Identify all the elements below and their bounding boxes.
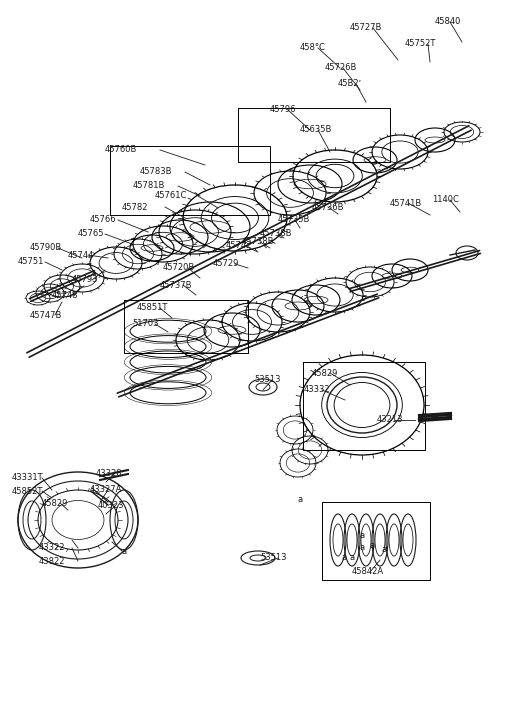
Text: 43332: 43332 bbox=[304, 385, 331, 395]
Text: 1140C: 1140C bbox=[432, 196, 459, 204]
Text: 45742: 45742 bbox=[226, 241, 252, 251]
Text: 458°C: 458°C bbox=[300, 44, 326, 52]
Text: 45851T: 45851T bbox=[137, 303, 168, 313]
Text: 45765: 45765 bbox=[78, 230, 105, 238]
Text: 45738B: 45738B bbox=[242, 238, 275, 246]
Text: a: a bbox=[370, 540, 375, 550]
Text: 45829: 45829 bbox=[42, 499, 68, 507]
Text: 40323: 40323 bbox=[98, 502, 124, 510]
Text: 45840: 45840 bbox=[435, 17, 461, 26]
Text: 45752T: 45752T bbox=[405, 39, 436, 49]
Text: 43327A: 43327A bbox=[90, 486, 122, 494]
Text: 45727B: 45727B bbox=[350, 23, 382, 33]
Text: 45842A: 45842A bbox=[352, 568, 384, 577]
Text: a: a bbox=[381, 545, 386, 555]
Text: 45726B: 45726B bbox=[325, 63, 357, 73]
Text: 53513: 53513 bbox=[254, 376, 280, 385]
Text: a: a bbox=[360, 531, 365, 539]
Text: 45737B: 45737B bbox=[160, 281, 193, 289]
Text: 45729: 45729 bbox=[213, 260, 239, 268]
Text: 53513: 53513 bbox=[260, 553, 287, 563]
Text: 45766: 45766 bbox=[90, 215, 117, 225]
Text: 45748: 45748 bbox=[52, 292, 79, 300]
Text: 45761C: 45761C bbox=[155, 191, 187, 201]
Text: a: a bbox=[350, 553, 355, 561]
Text: 43331T: 43331T bbox=[12, 473, 44, 483]
Text: 45783B: 45783B bbox=[140, 167, 173, 177]
Text: 45852T: 45852T bbox=[12, 486, 44, 496]
Text: 43328: 43328 bbox=[96, 470, 123, 478]
Text: 45741B: 45741B bbox=[390, 198, 422, 207]
Text: a: a bbox=[122, 547, 127, 555]
Text: 45751: 45751 bbox=[18, 257, 45, 267]
Text: 45760B: 45760B bbox=[105, 145, 138, 155]
Text: a: a bbox=[360, 542, 365, 552]
Text: 43213: 43213 bbox=[377, 416, 404, 425]
Text: 45720B: 45720B bbox=[163, 263, 195, 273]
Text: 43822: 43822 bbox=[39, 556, 65, 566]
Text: 43322: 43322 bbox=[39, 544, 65, 553]
Text: 45635B: 45635B bbox=[300, 126, 332, 134]
Text: 45736B: 45736B bbox=[312, 203, 345, 212]
Text: 45781B: 45781B bbox=[133, 182, 165, 190]
Text: 45782: 45782 bbox=[122, 203, 149, 212]
Text: a: a bbox=[298, 496, 303, 505]
Text: 45B2ʼ: 45B2ʼ bbox=[338, 79, 362, 89]
Text: 45738B: 45738B bbox=[260, 230, 293, 238]
Text: a: a bbox=[341, 553, 346, 561]
Text: 45735B: 45735B bbox=[278, 215, 311, 225]
Text: 51703: 51703 bbox=[132, 319, 158, 329]
Text: 45744: 45744 bbox=[68, 251, 95, 260]
Text: 45793: 45793 bbox=[72, 276, 98, 284]
Text: 45796: 45796 bbox=[270, 105, 296, 114]
Text: 45790B: 45790B bbox=[30, 244, 62, 252]
Text: 45829: 45829 bbox=[312, 369, 338, 377]
Text: 45747B: 45747B bbox=[30, 310, 62, 319]
